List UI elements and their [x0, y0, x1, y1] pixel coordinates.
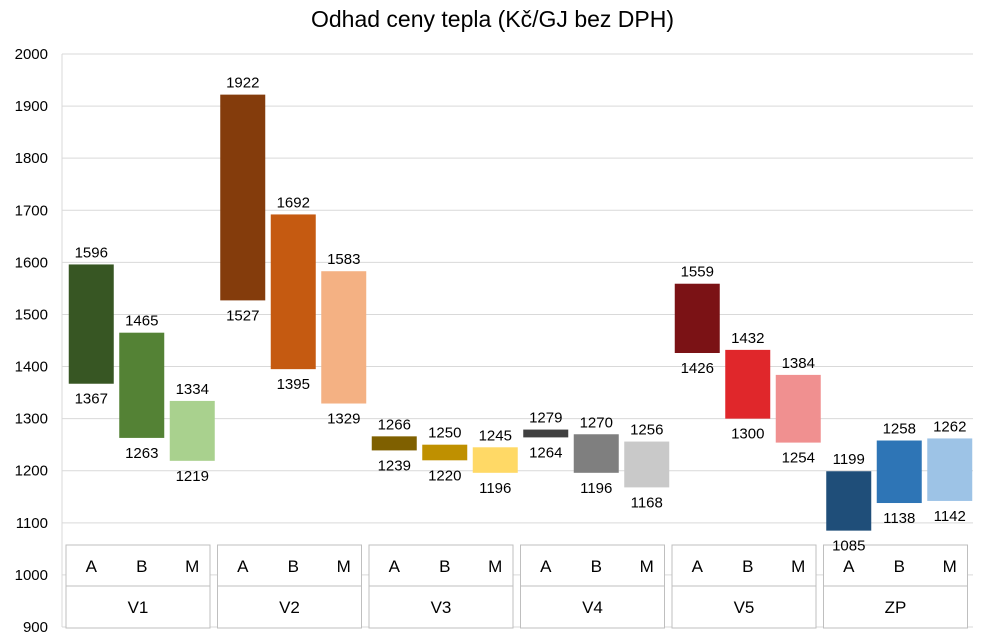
category-label: B	[894, 557, 905, 576]
group-label: ZP	[885, 598, 907, 617]
category-label: A	[86, 557, 98, 576]
bar-v5-m	[775, 374, 821, 443]
category-label: A	[540, 557, 552, 576]
data-label-low: 1196	[580, 480, 612, 497]
y-tick-label: 2000	[15, 46, 48, 63]
bar-v5-b	[725, 349, 771, 419]
category-label: M	[943, 557, 957, 576]
y-tick-label: 1000	[15, 567, 48, 584]
y-tick-label: 1500	[15, 306, 48, 323]
category-label: M	[640, 557, 654, 576]
data-label-high: 1559	[681, 264, 714, 281]
data-label-low: 1254	[782, 450, 815, 467]
data-label-low: 1300	[731, 426, 764, 443]
category-label: M	[185, 557, 199, 576]
bar-v3-m	[472, 447, 518, 473]
data-label-low: 1367	[75, 391, 108, 408]
bar-zp-m	[927, 438, 973, 501]
bar-v2-m	[321, 271, 367, 404]
y-tick-label: 900	[23, 619, 48, 636]
y-tick-label: 1600	[15, 254, 48, 271]
group-label: V4	[582, 598, 603, 617]
data-label-low: 1142	[934, 508, 966, 525]
group-label: V3	[431, 598, 452, 617]
data-label-high: 1270	[580, 414, 613, 431]
category-label: A	[389, 557, 401, 576]
category-label: M	[488, 557, 502, 576]
data-label-low: 1527	[226, 307, 259, 324]
data-label-low: 1168	[631, 494, 663, 511]
bar-v3-a	[371, 436, 417, 451]
data-label-high: 1432	[731, 330, 764, 347]
data-label-high: 1596	[75, 244, 108, 261]
data-label-high: 1922	[226, 75, 259, 92]
data-label-high: 1266	[378, 416, 411, 433]
data-label-high: 1465	[125, 313, 158, 330]
group-label: V2	[279, 598, 300, 617]
bar-zp-a	[826, 471, 872, 531]
category-label: B	[591, 557, 602, 576]
bar-v5-a	[674, 283, 720, 354]
bar-v1-a	[68, 264, 114, 384]
category-label: M	[791, 557, 805, 576]
category-label: B	[439, 557, 450, 576]
y-tick-label: 1400	[15, 359, 48, 376]
category-label: A	[237, 557, 249, 576]
category-label: B	[742, 557, 753, 576]
data-label-low: 1085	[832, 538, 865, 555]
y-tick-label: 1900	[15, 98, 48, 115]
bar-v1-m	[169, 400, 215, 461]
data-label-high: 1384	[782, 355, 815, 372]
bar-v2-a	[220, 94, 266, 301]
category-label: A	[843, 557, 855, 576]
bar-v4-m	[624, 441, 670, 488]
bar-v4-b	[573, 434, 619, 473]
bar-v4-a	[523, 429, 569, 438]
data-label-low: 1196	[479, 480, 511, 497]
y-tick-label: 1700	[15, 202, 48, 219]
data-label-high: 1250	[428, 425, 461, 442]
data-label-low: 1395	[277, 376, 310, 393]
data-label-high: 1262	[933, 418, 966, 435]
data-label-high: 1245	[479, 427, 512, 444]
data-label-low: 1220	[428, 467, 461, 484]
y-tick-label: 1800	[15, 150, 48, 167]
bar-v2-b	[270, 214, 316, 370]
data-label-low: 1264	[529, 444, 562, 461]
bar-v1-b	[119, 332, 165, 438]
y-tick-label: 1100	[16, 515, 48, 532]
data-label-low: 1426	[681, 360, 714, 377]
group-label: V1	[128, 598, 149, 617]
category-label: A	[692, 557, 704, 576]
bar-zp-b	[876, 440, 922, 504]
data-label-high: 1279	[529, 410, 562, 427]
data-label-high: 1692	[277, 194, 310, 211]
category-label: M	[337, 557, 351, 576]
category-label: B	[136, 557, 147, 576]
group-label: V5	[734, 598, 755, 617]
data-label-low: 1263	[125, 445, 158, 462]
data-label-low: 1219	[176, 468, 209, 485]
bar-v3-b	[422, 444, 468, 461]
y-tick-label: 1300	[15, 411, 48, 428]
data-label-low: 1239	[378, 457, 411, 474]
data-label-high: 1258	[883, 421, 916, 438]
data-label-high: 1199	[833, 451, 865, 468]
category-label: B	[288, 557, 299, 576]
data-label-high: 1334	[176, 381, 209, 398]
y-tick-label: 1200	[15, 463, 48, 480]
data-label-high: 1256	[630, 422, 663, 439]
data-label-low: 1138	[883, 510, 915, 527]
data-label-high: 1583	[327, 251, 360, 268]
data-label-low: 1329	[327, 411, 360, 428]
chart-title: Odhad ceny tepla (Kč/GJ bez DPH)	[310, 6, 675, 32]
